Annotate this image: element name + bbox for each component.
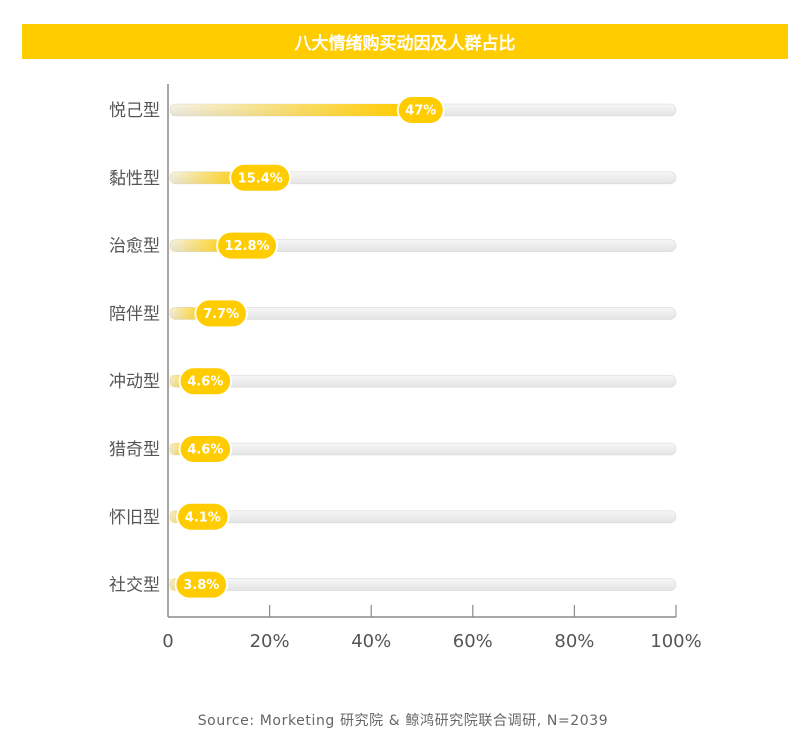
- x-tick-label: 60%: [453, 631, 493, 652]
- data-label-badge: [180, 436, 231, 462]
- data-label-badge: [178, 503, 228, 530]
- data-label-text: 4.6%: [187, 375, 223, 390]
- data-label: 15.4%: [229, 162, 292, 193]
- data-label: 12.8%: [216, 230, 279, 261]
- source-note: Source: Morketing 研究院 & 鲸鸿研究院联合调研, N=203…: [197, 713, 609, 729]
- bar-track: [169, 442, 677, 456]
- chart-title: 八大情绪购买动因及人群占比: [294, 34, 516, 54]
- data-label: 4.6%: [178, 434, 233, 464]
- bar-chart: 47% 15.4% 12.8% 7.7% 4.6% 4.6% 4.1% 3.8% 悦己型黏性型…: [109, 84, 702, 652]
- bar: [168, 104, 407, 116]
- data-label-text: 47%: [405, 104, 436, 119]
- data-label-text: 12.8%: [224, 239, 269, 254]
- data-label-text: 7.7%: [203, 307, 239, 322]
- data-label-badge: [231, 164, 290, 191]
- data-label: 4.6%: [178, 366, 233, 397]
- bar-track: [169, 578, 677, 591]
- category-label: 猎奇型: [109, 440, 160, 460]
- data-label: 47%: [396, 95, 445, 125]
- data-label-text: 4.1%: [185, 510, 221, 525]
- x-tick-label: 100%: [650, 631, 701, 652]
- category-label: 社交型: [109, 576, 160, 596]
- category-label: 陪伴型: [109, 304, 160, 324]
- category-label: 冲动型: [109, 372, 160, 392]
- data-label-badge: [176, 571, 227, 598]
- bar-track: [169, 510, 677, 524]
- category-label: 治愈型: [109, 237, 160, 257]
- data-label: 3.8%: [174, 569, 229, 600]
- data-label-text: 4.6%: [187, 443, 223, 458]
- data-label: 7.7%: [194, 298, 248, 329]
- data-label-badge: [398, 97, 443, 123]
- data-label-text: 3.8%: [183, 578, 219, 593]
- data-label-badge: [218, 232, 277, 259]
- bar: [168, 171, 247, 184]
- data-label-badge: [196, 300, 246, 327]
- x-tick-label: 20%: [250, 631, 290, 652]
- category-label: 怀旧型: [109, 508, 160, 528]
- chart-title-bar: 八大情绪购买动因及人群占比: [22, 24, 788, 59]
- x-tick-label: 0: [162, 631, 173, 652]
- data-label-badge: [180, 368, 231, 395]
- x-tick-label: 40%: [351, 631, 391, 652]
- category-label: 悦己型: [109, 101, 160, 121]
- x-tick-label: 80%: [554, 631, 594, 652]
- bar-track: [169, 374, 677, 388]
- data-label-text: 15.4%: [238, 171, 283, 186]
- category-label: 黏性型: [109, 169, 160, 189]
- data-label: 4.1%: [176, 501, 230, 532]
